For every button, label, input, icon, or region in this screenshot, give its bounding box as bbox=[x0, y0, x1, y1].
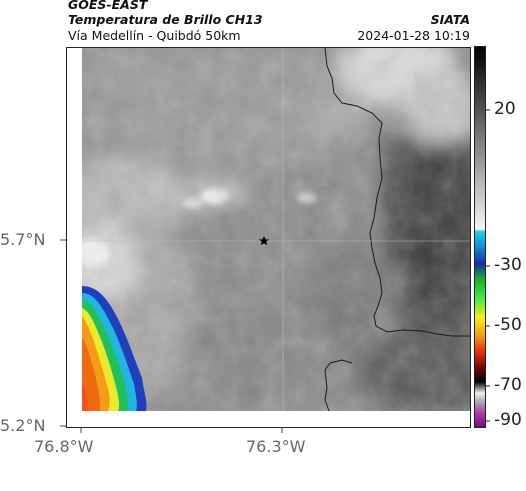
colorbar-label-20: 20 bbox=[494, 99, 516, 119]
colorbar-label-minus-90: -90 bbox=[494, 410, 522, 430]
colorbar-ticks bbox=[486, 109, 490, 422]
lon-label-76-8: 76.8°W bbox=[34, 437, 94, 456]
lat-label-5-7: 5.7°N bbox=[0, 230, 46, 249]
cold-cloud-region bbox=[82, 286, 147, 411]
agency-label: SIATA bbox=[430, 12, 470, 27]
colorbar bbox=[474, 46, 486, 428]
grid-lines bbox=[82, 48, 470, 411]
satellite-image bbox=[82, 48, 470, 411]
border-lines bbox=[324, 48, 470, 411]
datetime-label: 2024-01-28 10:19 bbox=[357, 28, 470, 43]
map-frame bbox=[66, 47, 471, 428]
satellite-label: GOES-EAST bbox=[68, 0, 148, 12]
colorbar-label-minus-50: -50 bbox=[494, 315, 522, 335]
product-title: Temperatura de Brillo CH13 bbox=[68, 12, 263, 27]
region-label: Vía Medellín - Quibdó 50km bbox=[68, 28, 241, 43]
lon-label-76-3: 76.3°W bbox=[246, 437, 306, 456]
lat-label-5-2: 5.2°N bbox=[0, 416, 46, 435]
colorbar-label-minus-30: -30 bbox=[494, 255, 522, 275]
star-icon bbox=[259, 236, 269, 246]
colorbar-label-minus-70: -70 bbox=[494, 375, 522, 395]
